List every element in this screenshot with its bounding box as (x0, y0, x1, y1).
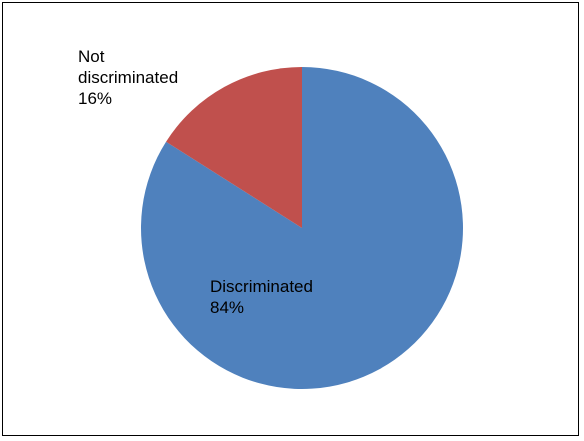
data-label-discriminated: Discriminated 84% (210, 277, 313, 317)
data-label-not-discriminated: Not discriminated 16% (78, 47, 178, 108)
pie-slice-not-discriminated (166, 67, 302, 228)
